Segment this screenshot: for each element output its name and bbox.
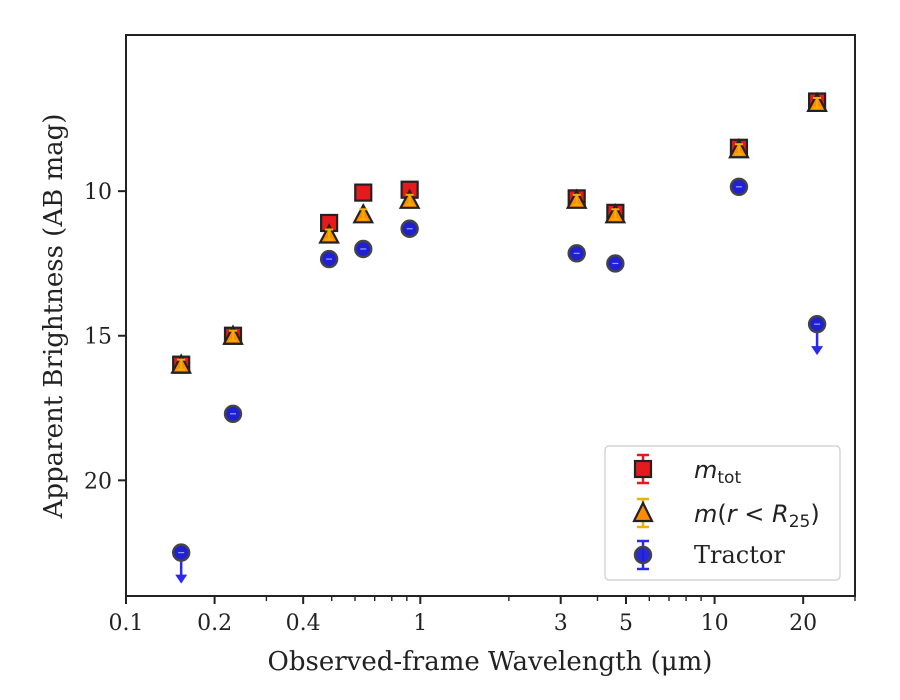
legend-box xyxy=(604,445,841,581)
x-tick-label: 1 xyxy=(413,611,427,636)
x-tick-label: 10 xyxy=(701,611,729,636)
x-tick-label: 5 xyxy=(619,611,633,636)
legend-entry-tractor: Tractor xyxy=(633,539,785,571)
legend-mr-lt: < xyxy=(737,500,772,528)
legend-mr-paren-close: ) xyxy=(810,500,819,528)
x-tick-label: 0.1 xyxy=(109,611,144,636)
y-tick-label: 15 xyxy=(84,325,112,350)
upper-limit-arrow-head xyxy=(175,574,188,584)
x-tick-label: 20 xyxy=(789,611,817,636)
x-tick-label: 0.2 xyxy=(197,611,232,636)
legend-mtot-base: m xyxy=(694,456,717,484)
legend: mtot m(r < R25) Tractor xyxy=(604,445,841,581)
legend-mr-r: r xyxy=(727,500,739,528)
y-tick-label: 20 xyxy=(84,469,112,494)
legend-label-mtot: mtot xyxy=(694,456,741,488)
data-marks xyxy=(170,91,828,584)
legend-mr-sub: 25 xyxy=(789,512,811,532)
legend-marker-square xyxy=(633,459,653,479)
legend-entry-mr25: m(r < R25) xyxy=(632,497,820,532)
x-tick-label: 0.4 xyxy=(286,611,321,636)
axis-ticks: 0.1 0.2 0.4 1 3 5 10 20 10 15 20 xyxy=(84,180,856,636)
y-axis-label: Apparent Brightness (AB mag) xyxy=(39,114,69,520)
legend-mr-paren-open: ( xyxy=(717,500,726,528)
axes-frame xyxy=(125,34,856,597)
legend-marker-circle xyxy=(633,545,653,565)
upper-limit-arrow-head xyxy=(811,346,824,356)
series-square xyxy=(172,92,827,374)
series-circle xyxy=(171,177,827,584)
x-tick-label: 3 xyxy=(554,611,568,636)
y-tick-label: 10 xyxy=(84,180,112,205)
legend-label-mr25: m(r < R25) xyxy=(694,500,820,532)
legend-mr-base: m xyxy=(694,500,717,528)
x-axis-label: Observed-frame Wavelength (μm) xyxy=(268,647,713,677)
legend-label-tractor: Tractor xyxy=(694,541,785,569)
legend-entry-mtot: mtot xyxy=(633,453,741,488)
series-triangle xyxy=(170,91,828,374)
legend-mr-R: R xyxy=(772,500,789,528)
legend-mtot-sub: tot xyxy=(717,468,741,488)
legend-marker-triangle xyxy=(632,500,654,523)
